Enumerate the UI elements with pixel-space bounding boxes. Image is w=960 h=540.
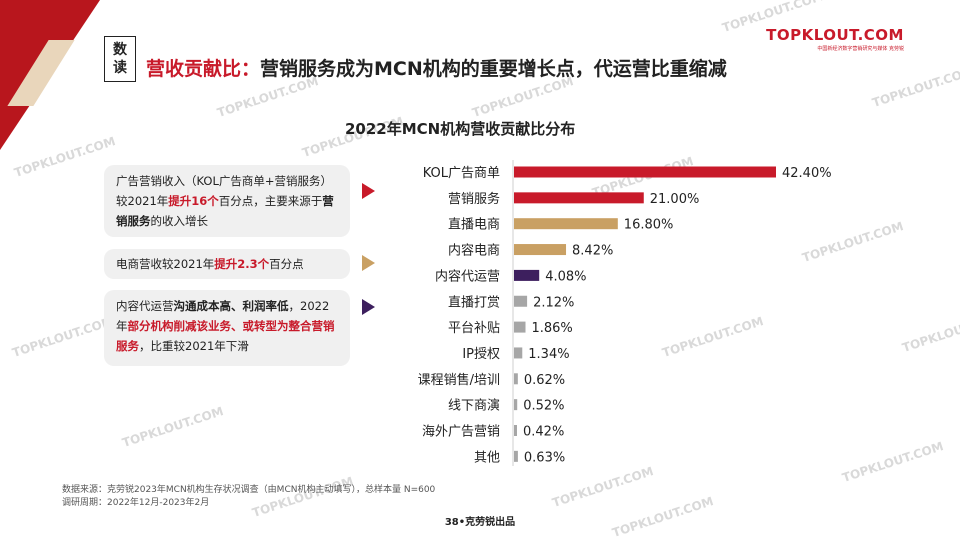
category-label: 内容电商 xyxy=(448,243,500,259)
callout-segment: ，2022年 xyxy=(116,299,330,333)
bar xyxy=(514,373,518,385)
category-label: 其他 xyxy=(474,450,500,465)
title-prefix: 营收贡献比： xyxy=(146,58,261,80)
brand-logo: TOPKLOUT.COM 中国新经济数字营销研究与媒体 克劳锐 xyxy=(766,26,904,52)
value-label: 1.86% xyxy=(531,321,572,336)
value-label: 8.42% xyxy=(572,244,613,259)
callout-segment: 营销服务 xyxy=(116,194,334,228)
bar xyxy=(514,269,540,281)
category-label: 直播电商 xyxy=(448,218,500,233)
value-label: 4.08% xyxy=(545,269,586,284)
callout-arrow-purple xyxy=(362,299,375,315)
value-label: 0.52% xyxy=(523,399,564,414)
callout-segment: 百分点，主要来源于 xyxy=(218,194,323,208)
category-label: 课程销售/培训 xyxy=(418,372,500,388)
value-label: 0.63% xyxy=(524,450,565,465)
logo-subtitle: 中国新经济数字营销研究与媒体 克劳锐 xyxy=(817,46,904,52)
value-label: 1.34% xyxy=(528,347,569,362)
category-label: IP授权 xyxy=(462,346,500,362)
callout-segment: 电商营收较2021年 xyxy=(116,257,215,271)
callout-segment: 的收入增长 xyxy=(150,214,209,228)
bar xyxy=(514,321,526,333)
callout-segment: 提升2.3个 xyxy=(214,257,270,271)
callout-segment: 广告营销收入（KOL广告商单+营销服务）较2021年 xyxy=(116,174,333,208)
bar xyxy=(514,218,618,230)
badge-char-2: 读 xyxy=(113,60,127,76)
bar xyxy=(514,399,518,411)
callout-text: 内容代运营沟通成本高、利润率低，2022年部分机构削减该业务、或转型为整合营销服… xyxy=(116,299,335,353)
value-label: 0.62% xyxy=(524,373,565,388)
bar xyxy=(514,425,517,436)
callout-arrow-gold xyxy=(362,255,375,271)
callout-segment: 内容代运营 xyxy=(116,299,174,313)
page-number: 38•克劳锐出品 xyxy=(444,517,516,528)
value-label: 16.80% xyxy=(624,218,674,233)
page-title: 营收贡献比：营销服务成为MCN机构的重要增长点，代运营比重缩减 xyxy=(146,54,727,81)
bar xyxy=(514,166,776,178)
survey-period-note: 调研周期：2022年12月-2023年2月 xyxy=(62,498,210,508)
category-label: 线下商演 xyxy=(448,398,500,414)
chart-title: 2022年MCN机构营收贡献比分布 xyxy=(345,120,576,138)
callout-segment: 提升16个 xyxy=(168,194,219,208)
bar xyxy=(514,295,528,307)
category-label: 平台补贴 xyxy=(448,321,500,336)
callout-advertising: 广告营销收入（KOL广告商单+营销服务）较2021年提升16个百分点，主要来源于… xyxy=(104,165,350,237)
bar xyxy=(514,347,523,359)
callout-text: 广告营销收入（KOL广告商单+营销服务）较2021年提升16个百分点，主要来源于… xyxy=(116,174,334,228)
value-label: 21.00% xyxy=(650,192,700,207)
bar xyxy=(514,192,644,204)
value-label: 0.42% xyxy=(523,425,564,440)
section-badge: 数 读 xyxy=(104,36,136,82)
category-label: 内容代运营 xyxy=(435,268,500,284)
callout-arrow-red xyxy=(362,183,375,199)
category-label: 营销服务 xyxy=(448,191,500,207)
callout-operations: 内容代运营沟通成本高、利润率低，2022年部分机构削减该业务、或转型为整合营销服… xyxy=(104,290,350,366)
data-source-note: 数据来源：克劳锐2023年MCN机构生存状况调查（由MCN机构主动填写），总样本… xyxy=(62,485,436,495)
callout-ecommerce: 电商营收较2021年提升2.3个百分点 xyxy=(104,249,350,279)
logo-text: TOPKLOUT.COM xyxy=(766,26,904,44)
callout-segment: ，比重较2021年下滑 xyxy=(139,339,249,353)
bar xyxy=(514,450,518,462)
category-label: 海外广告营销 xyxy=(422,425,500,440)
callout-segment: 沟通成本高、利润率低 xyxy=(173,299,289,313)
value-label: 2.12% xyxy=(533,295,574,310)
callout-segment: 百分点 xyxy=(269,257,304,271)
bar xyxy=(514,244,567,256)
title-main: 营销服务成为MCN机构的重要增长点，代运营比重缩减 xyxy=(260,58,727,80)
category-label: 直播打赏 xyxy=(448,295,500,310)
callout-segment: 部分机构削减该业务、或转型为整合营销服务 xyxy=(116,319,335,353)
callout-text: 电商营收较2021年提升2.3个百分点 xyxy=(116,257,304,271)
badge-char-1: 数 xyxy=(113,42,127,58)
value-label: 42.40% xyxy=(782,166,832,181)
category-label: KOL广告商单 xyxy=(423,166,500,181)
